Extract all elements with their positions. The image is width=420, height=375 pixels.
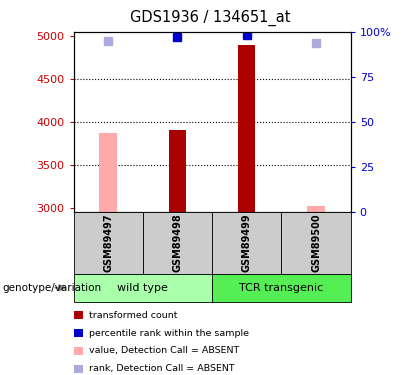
- Text: rank, Detection Call = ABSENT: rank, Detection Call = ABSENT: [89, 364, 235, 374]
- Bar: [74, 212, 143, 274]
- Bar: [212, 274, 351, 302]
- Bar: [307, 206, 325, 212]
- Text: GSM89497: GSM89497: [103, 213, 113, 272]
- Text: value, Detection Call = ABSENT: value, Detection Call = ABSENT: [89, 346, 240, 355]
- Text: percentile rank within the sample: percentile rank within the sample: [89, 328, 249, 338]
- Bar: [212, 212, 281, 274]
- Text: TCR transgenic: TCR transgenic: [239, 283, 323, 293]
- Bar: [238, 45, 255, 212]
- Bar: [169, 130, 186, 212]
- Text: transformed count: transformed count: [89, 310, 178, 320]
- Bar: [100, 133, 117, 212]
- Bar: [74, 329, 83, 337]
- Text: GSM89500: GSM89500: [311, 213, 321, 272]
- Text: GSM89499: GSM89499: [242, 213, 252, 272]
- Text: wild type: wild type: [117, 283, 168, 293]
- Text: genotype/variation: genotype/variation: [2, 283, 101, 293]
- Text: GSM89498: GSM89498: [173, 213, 182, 272]
- Bar: [74, 311, 83, 319]
- Bar: [143, 212, 212, 274]
- Bar: [74, 365, 83, 373]
- Bar: [74, 347, 83, 355]
- Bar: [281, 212, 351, 274]
- Bar: [74, 274, 212, 302]
- Text: GDS1936 / 134651_at: GDS1936 / 134651_at: [130, 9, 290, 26]
